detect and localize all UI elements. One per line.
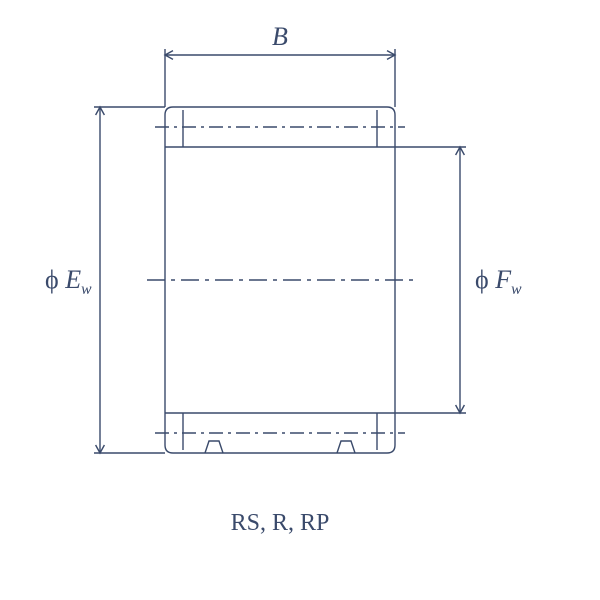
diagram-caption: RS, R, RP — [231, 510, 330, 536]
dim-B-label: B — [272, 22, 288, 51]
dim-Ew-label: ϕ Ew — [45, 265, 92, 298]
bearing-diagram: Bϕ Ew ϕ Fw RS, R, RP — [0, 0, 600, 600]
dim-Fw-label: ϕ Fw — [475, 265, 522, 298]
